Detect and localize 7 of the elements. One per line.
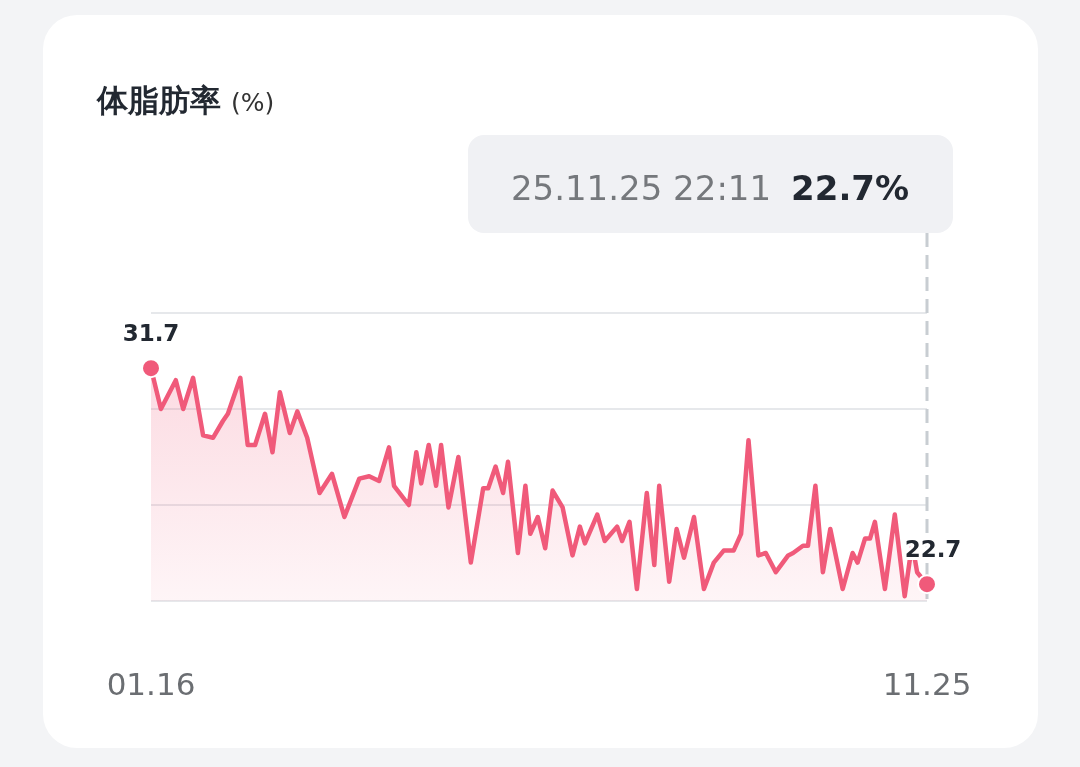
chart-subtitle: (%) [231,88,275,117]
data-label: 31.7 [122,320,180,347]
text: 25.11.25 22:11 [510,168,772,208]
chart-title: 体脂肪率 [97,82,221,118]
x-tick-label: 11.25 [882,666,972,702]
text: 22.7% [791,168,910,208]
x-tick-label: 01.16 [106,666,196,702]
